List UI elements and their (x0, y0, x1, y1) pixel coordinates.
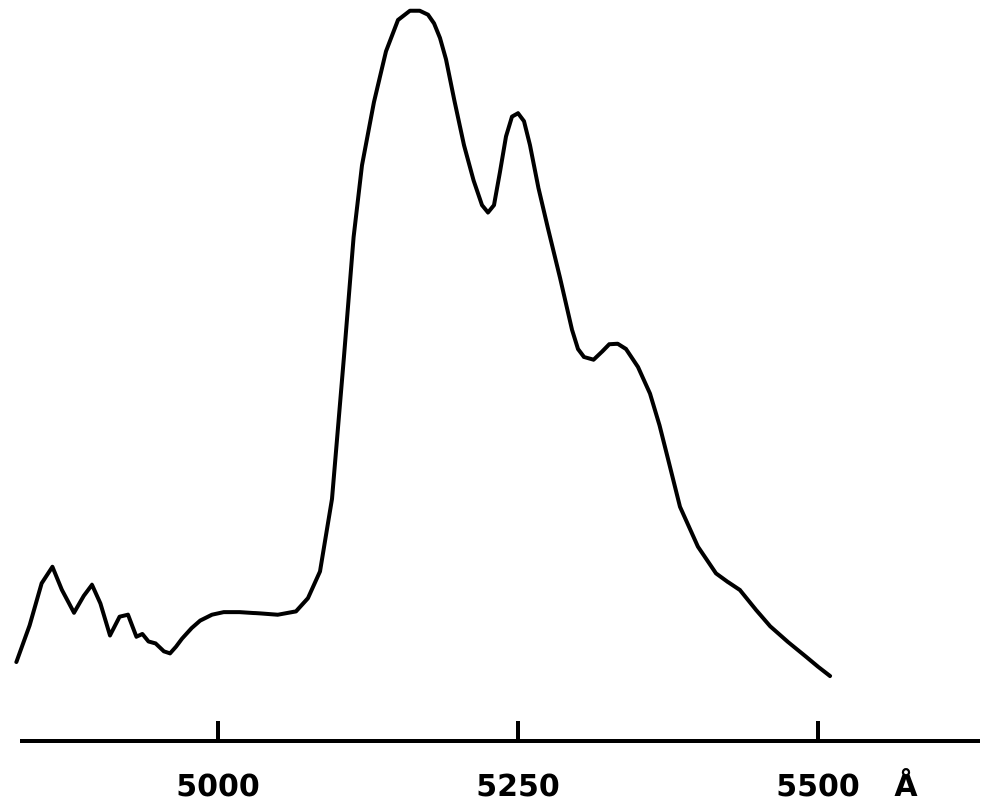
x-tick-label-5000: 5000 (176, 769, 260, 804)
x-tick-label-5250: 5250 (476, 769, 560, 804)
x-axis-ticks (216, 721, 820, 741)
x-tick-label-5500: 5500 (776, 769, 860, 804)
spectrum-line (14, 8, 832, 678)
x-axis-unit-label: Å (894, 767, 918, 804)
x-axis-tick-labels: 5000 5250 5500 (176, 769, 860, 804)
plot-area: 5000 5250 5500 Å (14, 8, 980, 804)
